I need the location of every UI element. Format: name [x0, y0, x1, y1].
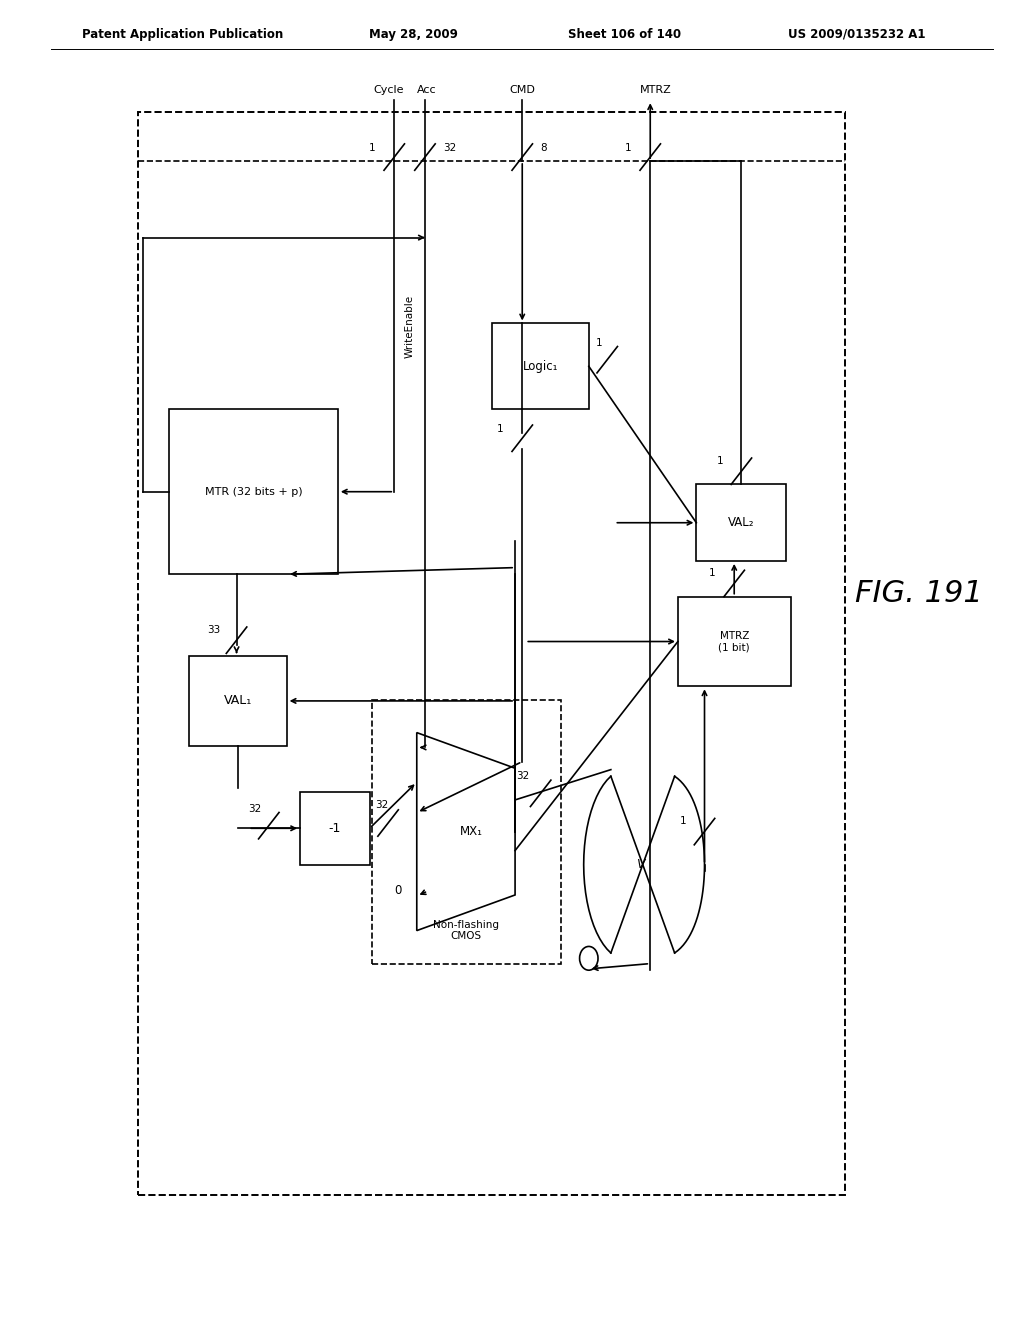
Text: MTRZ
(1 bit): MTRZ (1 bit)	[719, 631, 750, 652]
Polygon shape	[417, 733, 515, 931]
Text: 1: 1	[596, 338, 602, 347]
Text: 1: 1	[626, 143, 632, 153]
Text: Logic₁: Logic₁	[522, 360, 558, 372]
Bar	[678, 597, 791, 686]
Text: FIG. 191: FIG. 191	[855, 579, 983, 609]
Text: Patent Application Publication: Patent Application Publication	[82, 28, 284, 41]
Text: 1: 1	[710, 568, 716, 578]
Text: 32: 32	[375, 800, 388, 809]
Bar	[169, 409, 338, 574]
Text: US 2009/0135232 A1: US 2009/0135232 A1	[788, 28, 926, 41]
Text: 32: 32	[517, 771, 529, 781]
Text: V: V	[636, 858, 644, 871]
Text: May 28, 2009: May 28, 2009	[369, 28, 458, 41]
Text: Non-flashing
CMOS: Non-flashing CMOS	[433, 920, 500, 941]
Text: CMD: CMD	[509, 84, 536, 95]
Bar	[696, 484, 786, 561]
Text: 1: 1	[717, 455, 723, 466]
Text: VAL₁: VAL₁	[224, 694, 252, 708]
Text: -1: -1	[329, 822, 341, 834]
Text: Cycle: Cycle	[374, 84, 404, 95]
Text: MX₁: MX₁	[460, 825, 482, 838]
Text: MTRZ: MTRZ	[639, 84, 672, 95]
Text: Sheet 106 of 140: Sheet 106 of 140	[568, 28, 681, 41]
Text: Acc: Acc	[417, 84, 437, 95]
Text: 32: 32	[248, 804, 261, 813]
Bar	[492, 323, 589, 409]
Text: 33: 33	[207, 624, 220, 635]
Text: WriteEnable: WriteEnable	[404, 294, 415, 358]
Text: 8: 8	[541, 143, 547, 153]
Text: 32: 32	[443, 143, 457, 153]
Text: MTR (32 bits + p): MTR (32 bits + p)	[205, 487, 302, 496]
Bar	[189, 656, 287, 746]
Bar	[300, 792, 370, 865]
Text: 0: 0	[394, 884, 401, 898]
Text: 1: 1	[680, 816, 686, 826]
Text: 1: 1	[370, 143, 376, 153]
Bar	[372, 700, 561, 964]
Bar	[138, 112, 845, 1195]
Circle shape	[580, 946, 598, 970]
Text: 1: 1	[498, 424, 504, 434]
Text: VAL₂: VAL₂	[728, 516, 755, 529]
